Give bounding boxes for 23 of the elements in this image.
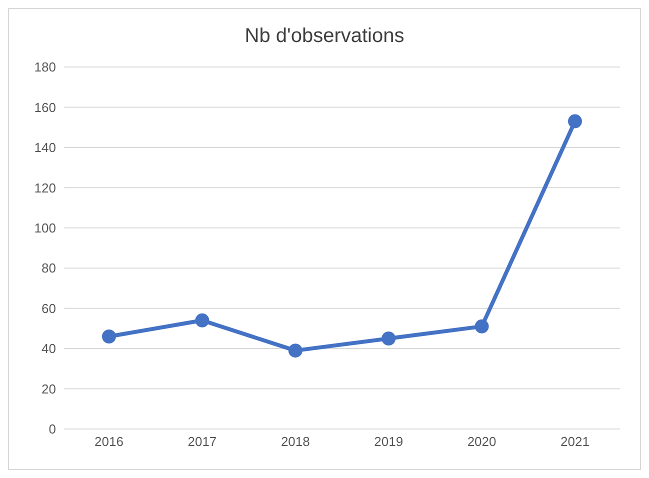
point	[474, 319, 489, 334]
x-tick-label: 2017	[188, 434, 217, 450]
y-tick-label: 60	[42, 300, 56, 316]
x-tick-label: 2016	[94, 434, 124, 450]
x-tick-label: 2020	[467, 434, 496, 450]
y-tick-label: 160	[34, 100, 56, 115]
y-tick-label: 180	[34, 60, 56, 75]
point	[288, 344, 302, 358]
y-tick-label: 40	[42, 341, 56, 356]
y-tick-label: 140	[34, 140, 56, 156]
y-tick-label: 0	[48, 422, 56, 437]
chart-title: Nb d'observations	[244, 24, 406, 49]
x-tick-label: 2018	[280, 434, 310, 450]
point	[568, 114, 582, 128]
x-tick-label: 2021	[560, 434, 590, 450]
y-tick-label: 80	[42, 260, 56, 276]
y-tick-label: 120	[34, 180, 56, 196]
point	[195, 313, 210, 328]
point	[102, 329, 116, 344]
point	[382, 332, 396, 346]
y-tick-label: 20	[42, 381, 56, 396]
y-tick-label: 100	[34, 220, 56, 236]
x-tick-label: 2019	[374, 434, 404, 450]
